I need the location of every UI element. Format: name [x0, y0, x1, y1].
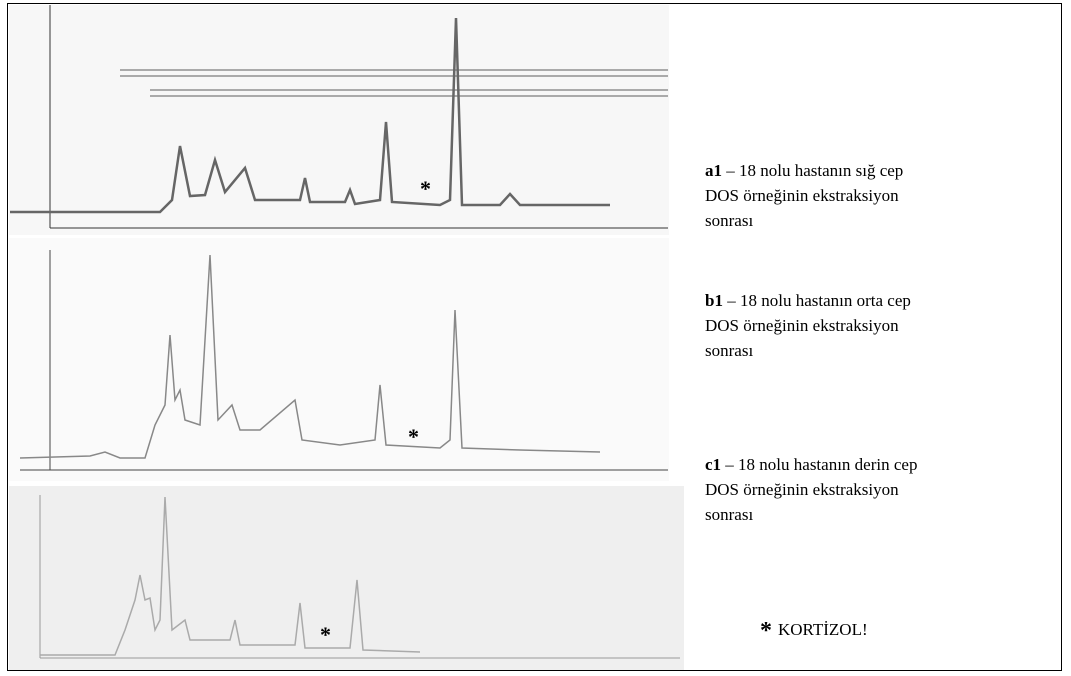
page: * * * a1 – 18 nolu hastanın sığ cep DOS ö… [0, 0, 1071, 676]
caption-line: – 18 nolu hastanın sığ cep [726, 161, 903, 180]
caption-label: b1 [705, 291, 723, 310]
caption-line: DOS örneğinin ekstraksiyon [705, 480, 899, 499]
caption: c1 – 18 nolu hastanın derin cep DOS örneğ… [705, 452, 917, 527]
caption-line: DOS örneğinin ekstraksiyon [705, 186, 899, 205]
chromatograms: * * * [0, 0, 700, 676]
cortisol-marker: * [320, 622, 331, 647]
caption-label: c1 [705, 455, 721, 474]
panel-a-image [9, 5, 669, 235]
caption-line: sonrası [705, 211, 753, 230]
caption-line: DOS örneğinin ekstraksiyon [705, 316, 899, 335]
caption-line: – 18 nolu hastanın derin cep [725, 455, 917, 474]
cortisol-marker: * [420, 176, 431, 201]
caption: b1 – 18 nolu hastanın orta cep DOS örneği… [705, 288, 911, 363]
panel-c-image [9, 486, 684, 670]
note: * KORTİZOL! [760, 618, 868, 645]
caption-line: – 18 nolu hastanın orta cep [727, 291, 911, 310]
note-text: KORTİZOL! [778, 620, 868, 639]
cortisol-marker: * [408, 424, 419, 449]
note-symbol: * [760, 618, 772, 644]
caption: a1 – 18 nolu hastanın sığ cep DOS örneğin… [705, 158, 903, 233]
caption-line: sonrası [705, 341, 753, 360]
caption-line: sonrası [705, 505, 753, 524]
caption-label: a1 [705, 161, 722, 180]
